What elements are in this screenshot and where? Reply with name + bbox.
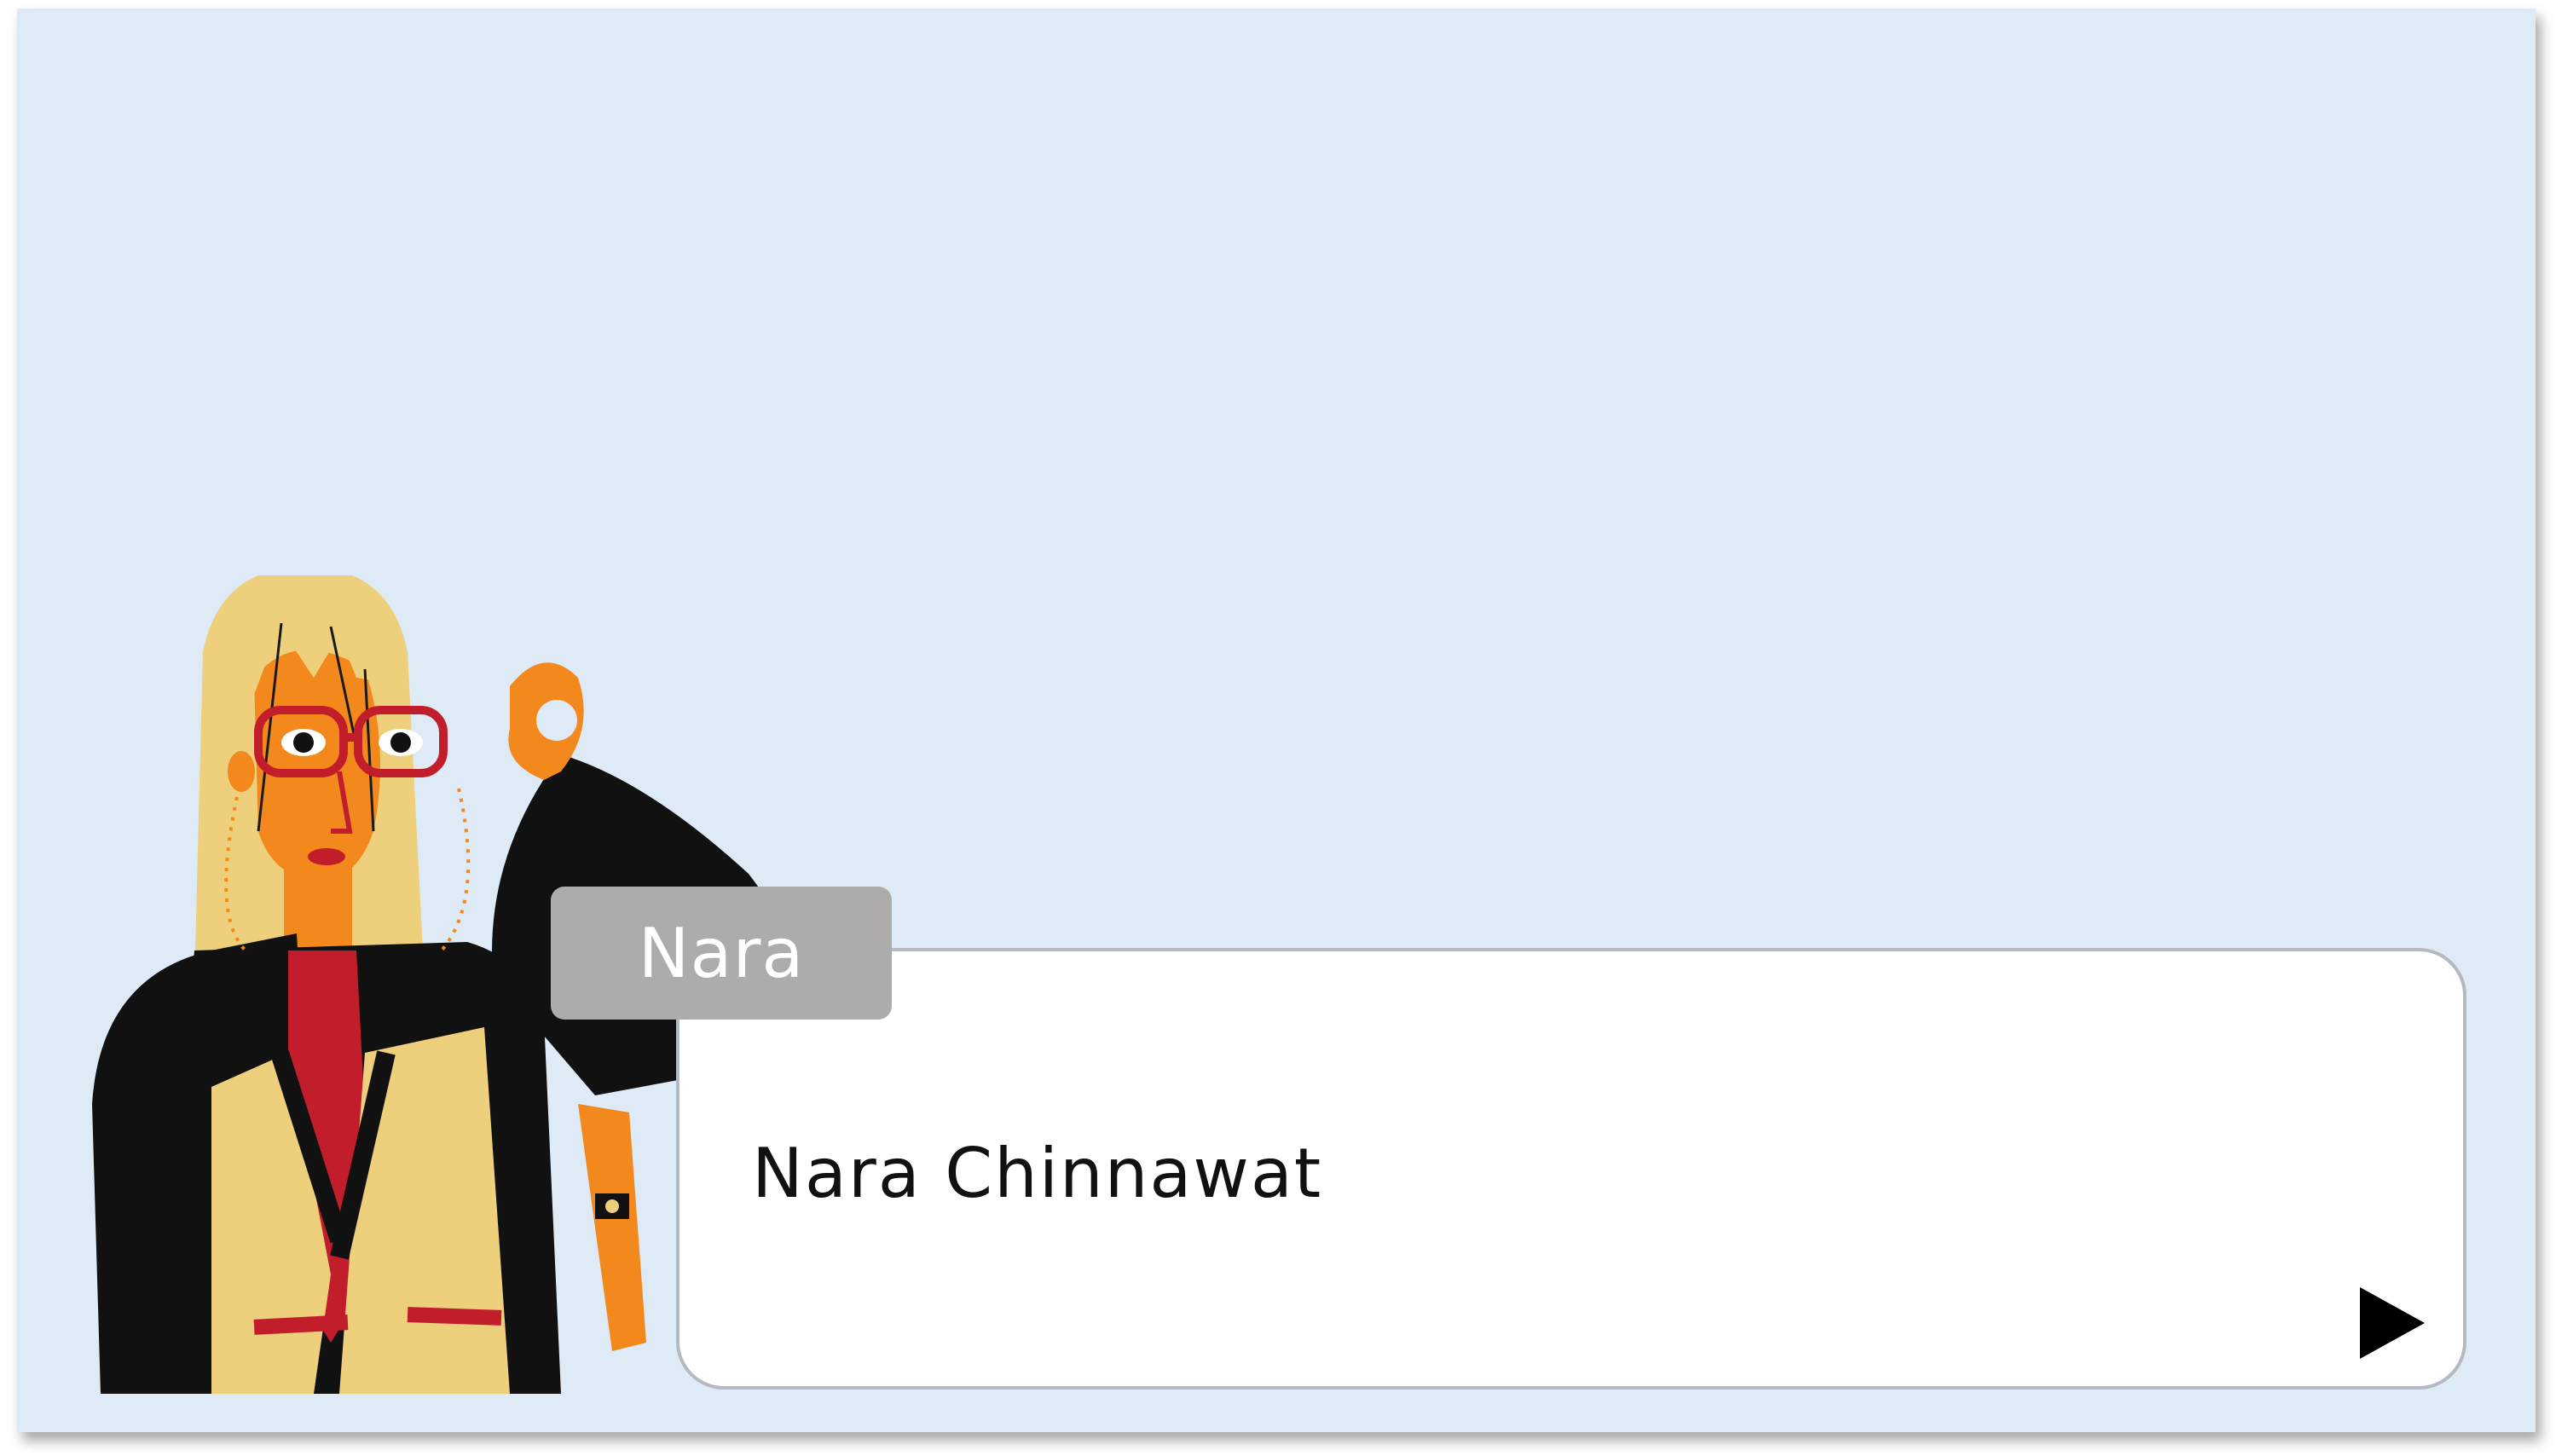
dialog-text: Nara Chinnawat	[752, 1134, 1323, 1213]
lips	[308, 848, 345, 865]
character-portrait	[92, 575, 825, 1394]
play-arrow-icon[interactable]	[2360, 1287, 2425, 1359]
speaker-name: Nara	[638, 913, 805, 993]
game-scene: Nara Nara Chinnawat	[17, 9, 2536, 1432]
hair-bangs	[211, 595, 408, 695]
speaker-name-tab: Nara	[551, 887, 892, 1020]
glasses	[254, 706, 448, 777]
lapel-right	[339, 1027, 510, 1394]
dialog-box[interactable]	[676, 948, 2466, 1390]
forearm	[578, 1104, 646, 1351]
ear	[228, 751, 255, 792]
